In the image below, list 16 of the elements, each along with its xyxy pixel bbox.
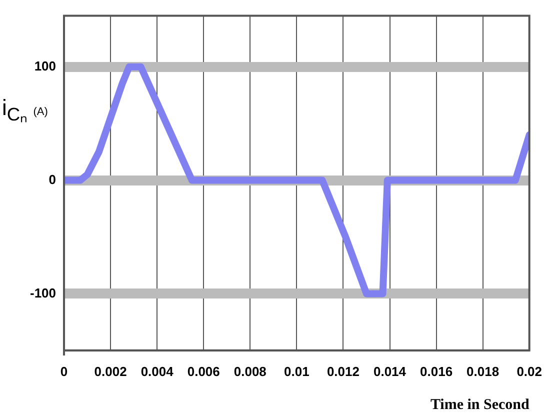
y-tick-label: 0 — [48, 172, 56, 187]
x-tick-label: 0.014 — [373, 364, 407, 379]
y-axis-title: i$_{Cₙ}$ (A) — [2, 95, 48, 126]
x-tick-label: 0.004 — [140, 364, 174, 379]
y-tick-label: -100 — [30, 285, 56, 300]
x-tick-label: 0.008 — [234, 364, 266, 379]
y-tick-label: 100 — [34, 58, 56, 74]
x-tick-label: 0.01 — [284, 364, 310, 379]
x-tick-label: 0.016 — [420, 364, 453, 379]
x-tick-label: 0.02 — [516, 364, 542, 379]
x-tick-label: 0.012 — [326, 364, 360, 379]
x-tick-label: 0 — [60, 364, 68, 379]
x-tick-label: 0.018 — [466, 364, 500, 379]
x-axis-title: Time in Second — [430, 396, 530, 413]
x-tick-label: 0.002 — [94, 364, 127, 379]
x-tick-label: 0.006 — [187, 364, 220, 379]
